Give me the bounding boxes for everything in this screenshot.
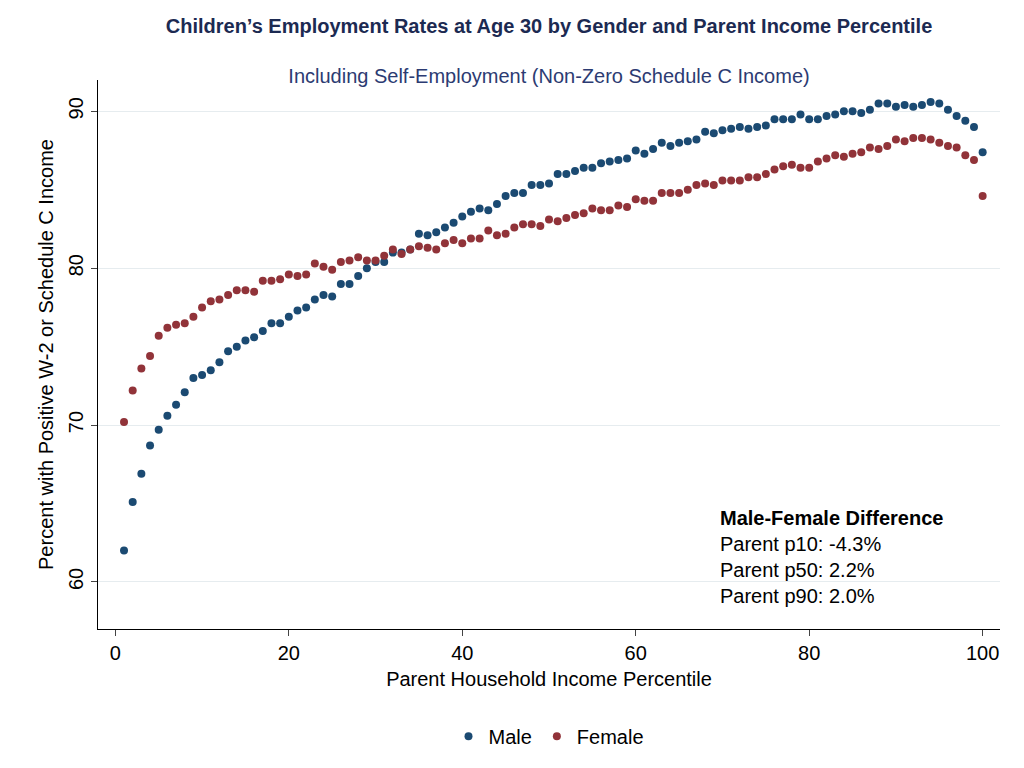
svg-text:Male-Female DifferenceParent p: Male-Female DifferenceParent p10: -4.3%P… xyxy=(720,507,943,607)
svg-text:0: 0 xyxy=(110,642,121,664)
svg-text:Percent with Positive W-2 or S: Percent with Positive W-2 or Schedule C … xyxy=(35,139,57,570)
svg-text:Children’s Employment Rates at: Children’s Employment Rates at Age 30 by… xyxy=(166,15,933,37)
svg-text:Including Self-Employment (Non: Including Self-Employment (Non-Zero Sche… xyxy=(288,65,809,87)
svg-text:20: 20 xyxy=(278,642,300,664)
svg-text:Parent Household Income Percen: Parent Household Income Percentile xyxy=(386,668,712,690)
svg-text:100: 100 xyxy=(966,642,999,664)
svg-text:90: 90 xyxy=(65,97,87,119)
svg-text:60: 60 xyxy=(625,642,647,664)
svg-text:80: 80 xyxy=(65,254,87,276)
svg-text:70: 70 xyxy=(65,411,87,433)
svg-text:Female: Female xyxy=(577,726,644,748)
svg-text:80: 80 xyxy=(798,642,820,664)
svg-text:60: 60 xyxy=(65,568,87,590)
svg-text:Male: Male xyxy=(489,726,532,748)
svg-text:40: 40 xyxy=(451,642,473,664)
